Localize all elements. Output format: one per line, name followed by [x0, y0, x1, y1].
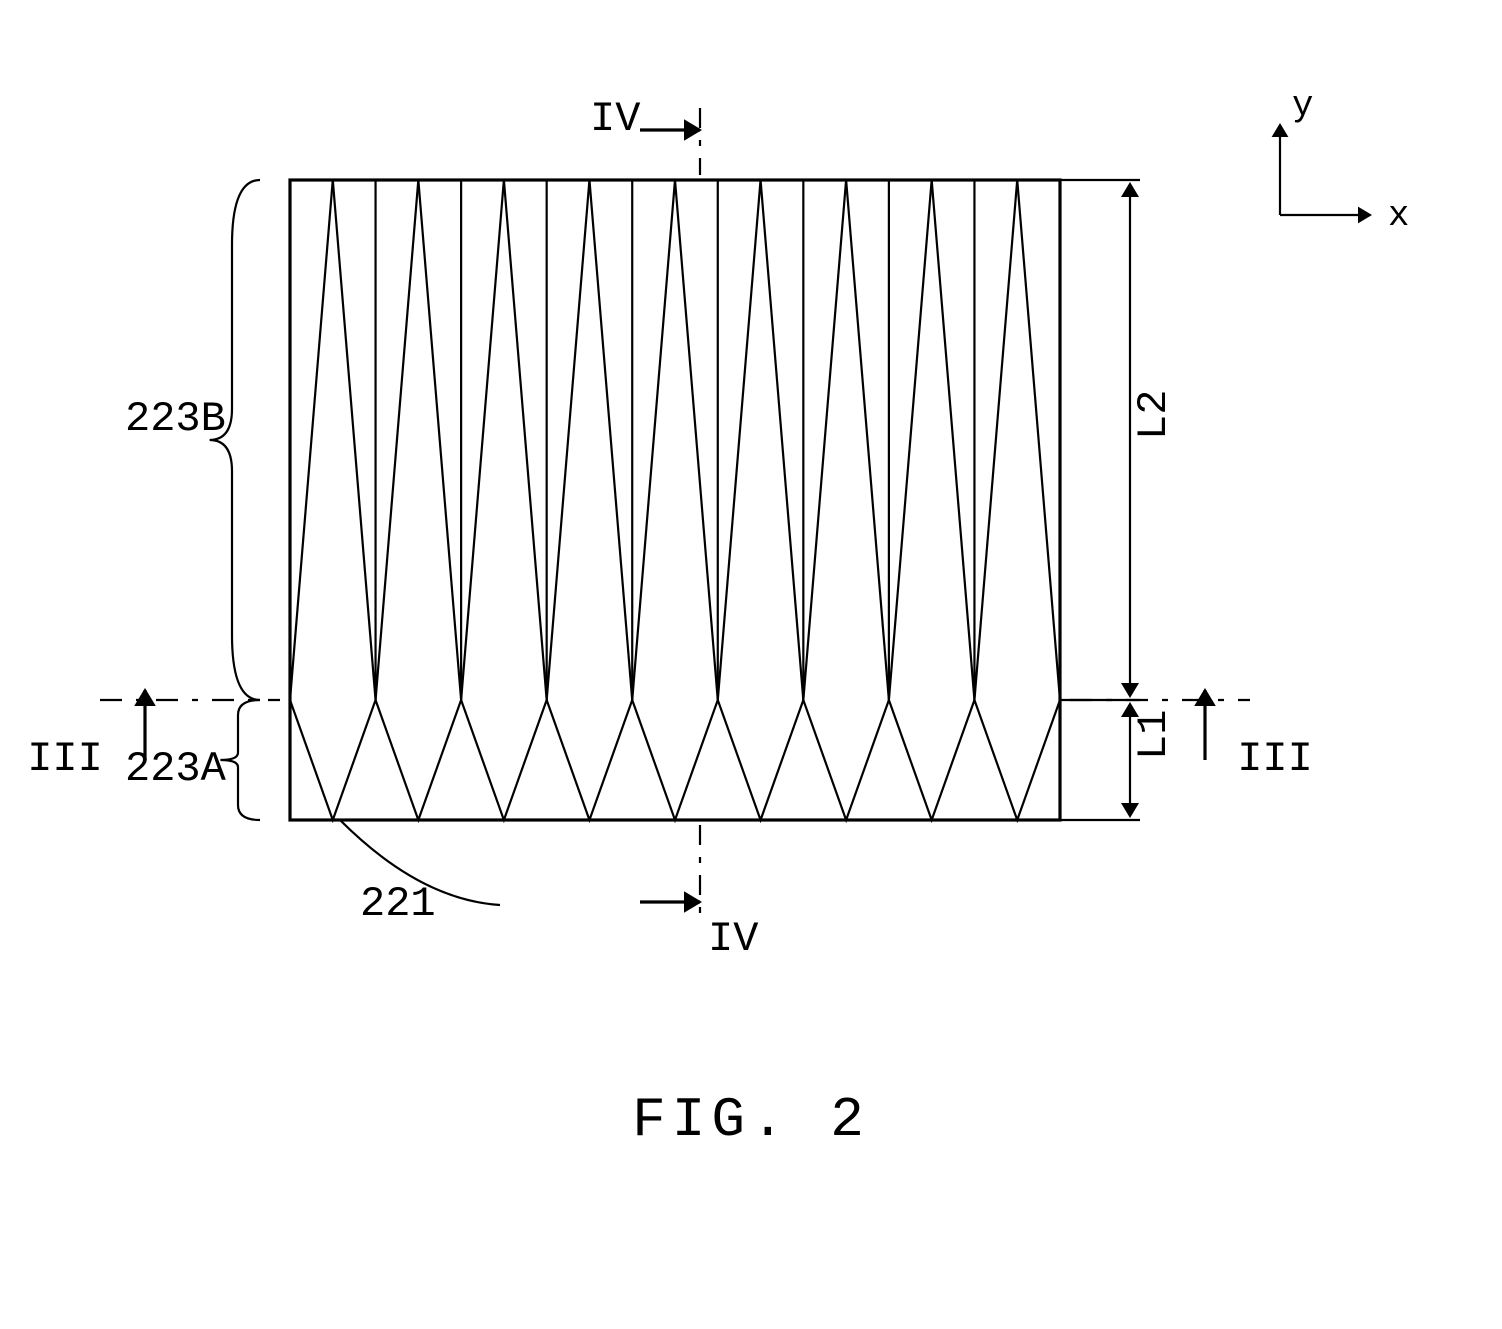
label-L1: L1 [1130, 710, 1178, 760]
label-III-left: III [27, 735, 103, 783]
label-223A: 223A [125, 745, 227, 793]
axis-y-label: y [1292, 85, 1313, 126]
label-IV-top: IV [590, 95, 640, 143]
zigzag-223A [290, 700, 1060, 820]
plate-outline [290, 180, 1060, 820]
figure-caption: FIG. 2 [632, 1088, 870, 1152]
label-III-right: III [1237, 735, 1313, 783]
label-L2: L2 [1130, 390, 1178, 440]
label-223B: 223B [125, 395, 226, 443]
label-IV-bot: IV [708, 915, 758, 963]
label-221: 221 [360, 880, 436, 928]
axis-x-label: x [1388, 195, 1409, 236]
brace-223A [220, 700, 260, 820]
